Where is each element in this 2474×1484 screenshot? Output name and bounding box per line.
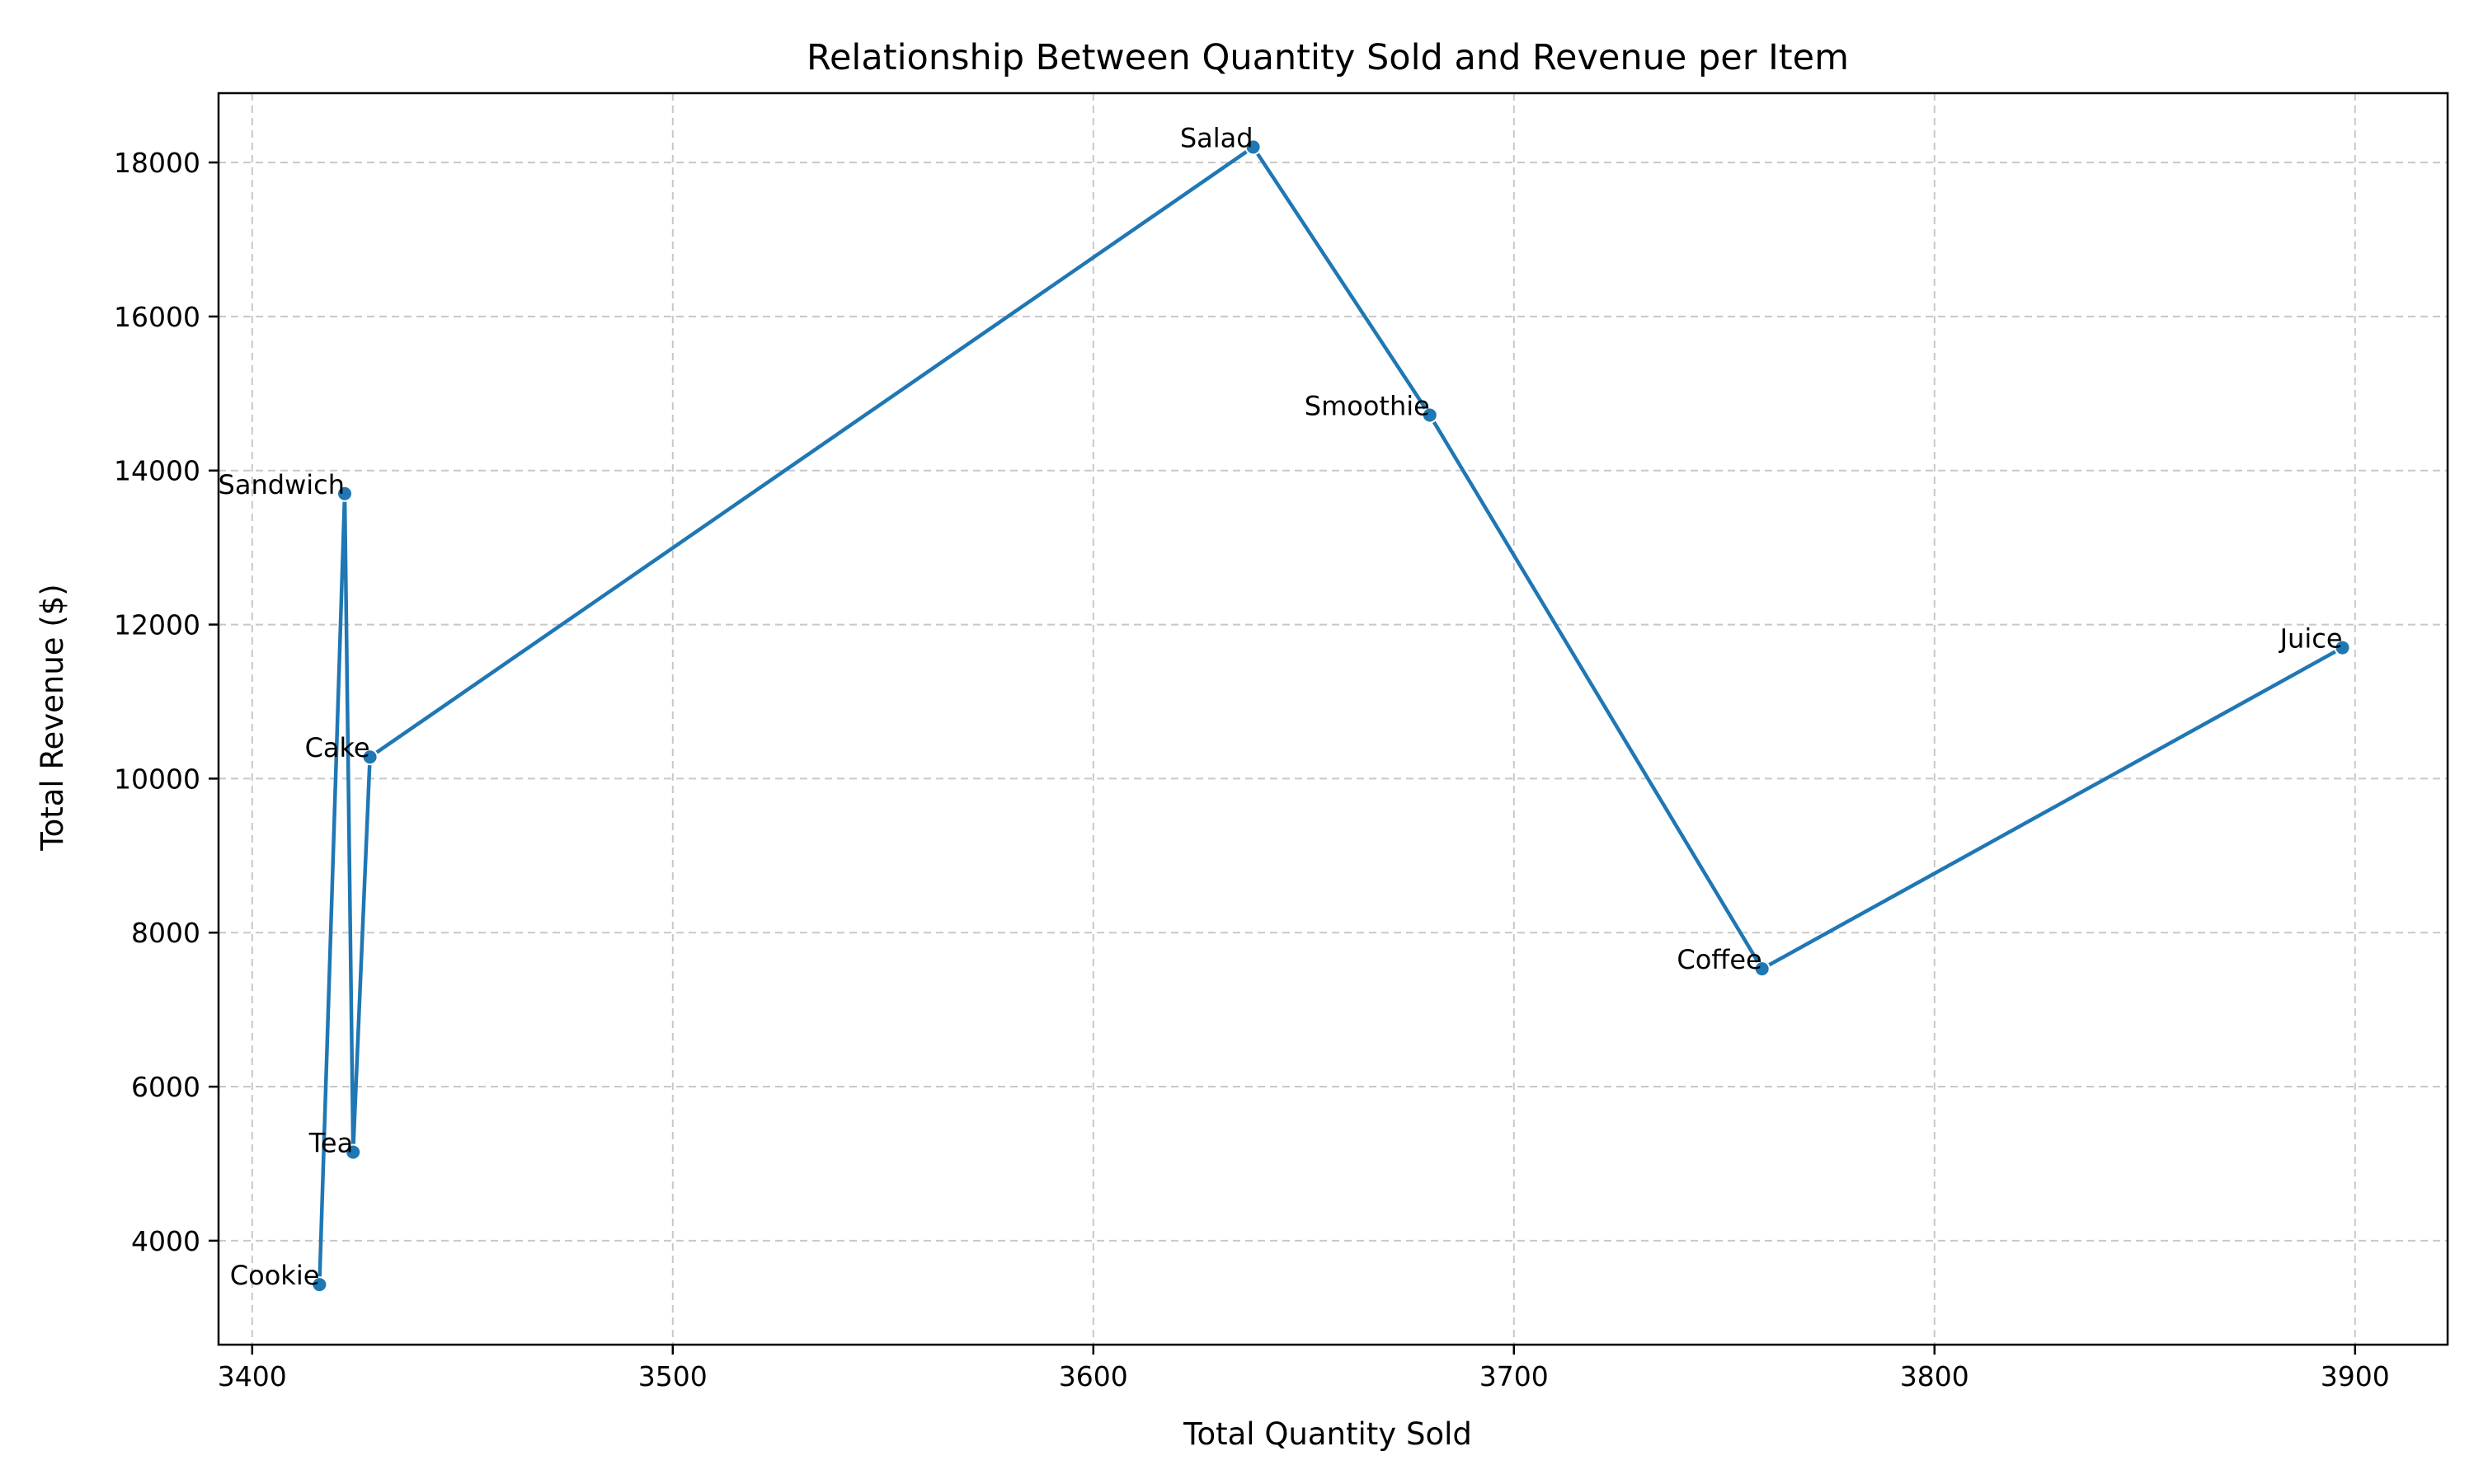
series-line bbox=[317, 145, 2344, 1285]
y-tick-label: 10000 bbox=[114, 763, 200, 795]
data-point bbox=[345, 1144, 362, 1161]
data-point bbox=[336, 485, 353, 502]
x-axis-label: Total Quantity Sold bbox=[1183, 1416, 1472, 1452]
point-label: Cake bbox=[305, 732, 370, 763]
point-label: Smoothie bbox=[1305, 390, 1430, 421]
series-revenue bbox=[311, 139, 2351, 1294]
y-tick-label: 4000 bbox=[131, 1225, 200, 1257]
plot-frame bbox=[217, 92, 2449, 1346]
x-tick-label: 3600 bbox=[1059, 1360, 1128, 1392]
x-tick-label: 3500 bbox=[638, 1360, 708, 1392]
x-tick-label: 3900 bbox=[2321, 1360, 2390, 1392]
data-point bbox=[1244, 139, 1262, 156]
point-label: Juice bbox=[2279, 623, 2343, 655]
axis-ticks: 3400 3500 3600 3700 3800 3900 4000 6000 8000 1000… bbox=[114, 147, 2390, 1392]
data-point bbox=[1421, 406, 1438, 424]
y-axis-label: Total Revenue ($) bbox=[35, 584, 70, 851]
y-tick-label: 12000 bbox=[114, 609, 200, 641]
x-tick-label: 3400 bbox=[218, 1360, 287, 1392]
x-tick-label: 3800 bbox=[1900, 1360, 1969, 1392]
data-point bbox=[1753, 960, 1771, 978]
data-point bbox=[311, 1276, 328, 1294]
grid-lines bbox=[219, 93, 2448, 1345]
y-tick-label: 14000 bbox=[114, 455, 200, 487]
point-label: Coffee bbox=[1677, 944, 1761, 975]
data-point bbox=[2334, 639, 2351, 656]
point-label: Salad bbox=[1180, 122, 1253, 153]
point-labels: Cookie Sandwich Tea Cake Salad Smoothie Coffee… bbox=[219, 122, 2343, 1291]
point-label: Cookie bbox=[230, 1260, 320, 1291]
y-tick-label: 6000 bbox=[131, 1071, 200, 1103]
chart-title: Relationship Between Quantity Sold and R… bbox=[807, 37, 1849, 78]
data-point bbox=[361, 749, 379, 766]
x-tick-label: 3700 bbox=[1479, 1360, 1549, 1392]
y-tick-label: 18000 bbox=[114, 147, 200, 179]
y-tick-label: 8000 bbox=[131, 917, 200, 949]
point-label: Sandwich bbox=[219, 469, 345, 500]
y-tick-label: 16000 bbox=[114, 301, 200, 333]
point-label: Tea bbox=[308, 1127, 353, 1158]
